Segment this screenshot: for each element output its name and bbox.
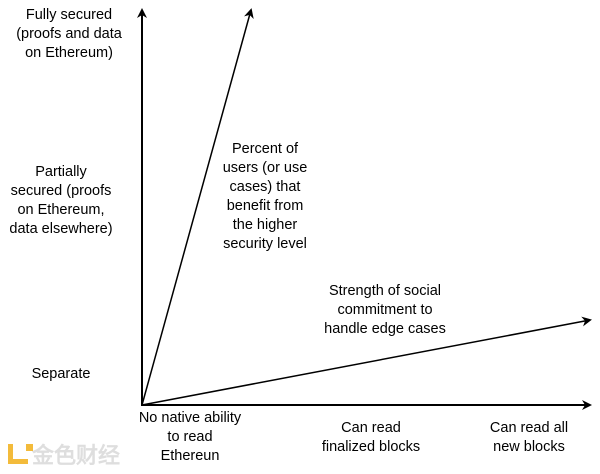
x-label-finalized: Can read finalized blocks xyxy=(321,420,421,455)
watermark: 金色财经 xyxy=(8,438,120,470)
y-label-separate: Separate xyxy=(31,366,91,382)
y-label-partially-secured: Partially secured (proofs on Ethereum, d… xyxy=(9,164,113,237)
shallow-arrow-label: Strength of social commitment to handle … xyxy=(324,283,446,337)
x-label-no-native: No native ability to read Ethereun xyxy=(138,410,242,464)
x-label-all-blocks: Can read all new blocks xyxy=(489,420,569,455)
watermark-text: 金色财经 xyxy=(32,443,121,468)
users-benefit-arrow xyxy=(141,8,254,406)
y-label-fully-secured: Fully secured (proofs and data on Ethere… xyxy=(16,7,122,61)
social-commitment-arrow xyxy=(141,316,592,406)
watermark-logo-icon xyxy=(8,444,33,464)
steep-arrow-label: Percent of users (or use cases) that ben… xyxy=(222,141,308,252)
